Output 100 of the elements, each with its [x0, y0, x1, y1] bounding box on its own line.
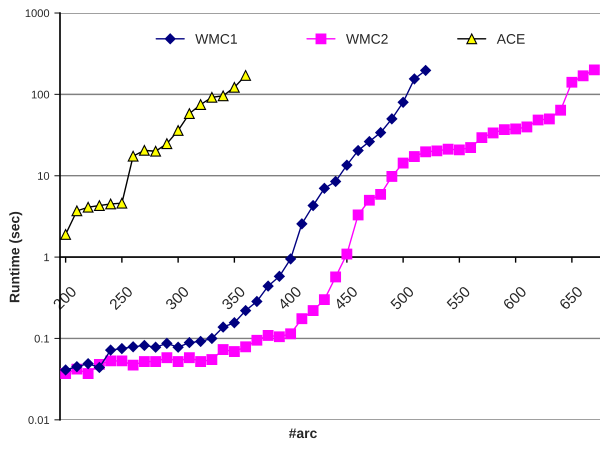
point — [116, 343, 128, 354]
point — [408, 73, 420, 84]
point — [398, 158, 409, 169]
point — [105, 355, 116, 366]
point — [161, 138, 172, 150]
point — [228, 317, 240, 328]
point — [285, 328, 296, 340]
point — [566, 76, 578, 88]
point — [431, 145, 442, 156]
x-axis-title: #arc — [288, 428, 317, 438]
point — [206, 332, 218, 344]
point — [105, 344, 116, 356]
point — [420, 146, 432, 158]
point — [228, 82, 240, 93]
point — [184, 352, 195, 364]
x-tick-label: 350 — [221, 286, 246, 310]
x-tick-label: 650 — [558, 286, 584, 310]
point — [352, 145, 364, 156]
point — [71, 205, 82, 216]
point — [386, 113, 398, 124]
point — [420, 64, 432, 76]
point — [296, 218, 308, 230]
point — [172, 356, 184, 367]
point — [386, 171, 398, 182]
point — [218, 322, 229, 333]
point — [128, 341, 139, 352]
point — [218, 344, 229, 355]
y-tick-label: 1000 — [26, 9, 50, 18]
y-axis-title: Runtime (sec) — [9, 212, 22, 302]
point — [285, 253, 296, 264]
point — [308, 305, 319, 316]
point — [172, 342, 184, 353]
point — [60, 229, 72, 240]
point — [60, 364, 72, 376]
point — [116, 198, 128, 209]
point — [128, 360, 139, 371]
point — [296, 313, 308, 324]
point — [116, 355, 128, 366]
y-tick-label: 0.1 — [34, 334, 50, 343]
point — [465, 142, 476, 153]
point — [510, 124, 522, 134]
point — [71, 361, 82, 372]
point — [488, 128, 499, 138]
point — [105, 198, 116, 210]
point — [398, 96, 409, 108]
point — [172, 125, 184, 136]
point — [555, 104, 566, 116]
legend-label: WMC1 — [195, 34, 237, 44]
point — [94, 200, 105, 211]
point — [138, 340, 150, 351]
point — [578, 70, 589, 82]
point — [195, 336, 206, 347]
point — [150, 342, 162, 353]
x-tick-label: 500 — [390, 286, 415, 310]
point — [195, 99, 206, 110]
x-tick-label: 300 — [164, 286, 190, 310]
point — [218, 90, 229, 102]
point — [150, 146, 162, 157]
point — [274, 270, 285, 282]
y-tick-label: 1 — [44, 253, 50, 262]
point — [408, 151, 420, 162]
point — [161, 338, 172, 349]
point — [375, 127, 386, 138]
point — [532, 114, 544, 126]
point — [150, 356, 162, 367]
point — [82, 368, 94, 379]
x-tick-label: 250 — [108, 286, 134, 310]
point — [240, 70, 252, 81]
point — [330, 272, 342, 282]
point — [82, 202, 94, 213]
point — [195, 356, 206, 367]
point — [330, 176, 342, 187]
point — [161, 352, 172, 364]
point — [94, 362, 105, 373]
point — [454, 144, 465, 156]
point — [206, 92, 218, 103]
point — [352, 209, 364, 220]
legend-label: WMC2 — [346, 34, 388, 44]
point — [364, 136, 375, 148]
point — [138, 356, 150, 367]
point — [251, 334, 262, 346]
point — [364, 194, 375, 206]
point — [228, 346, 240, 357]
point — [318, 294, 330, 306]
point — [544, 114, 555, 124]
point — [262, 330, 274, 341]
y-tick-label: 100 — [32, 90, 50, 99]
point — [341, 160, 352, 171]
point — [498, 124, 510, 136]
point — [82, 358, 94, 370]
x-tick-label: 600 — [502, 286, 528, 310]
y-tick-label: 10 — [38, 172, 50, 180]
point — [375, 188, 386, 200]
point — [274, 331, 285, 342]
point — [251, 296, 262, 307]
point — [138, 144, 150, 156]
point — [184, 108, 195, 120]
point — [341, 248, 352, 260]
point — [240, 341, 252, 352]
point — [262, 280, 274, 292]
